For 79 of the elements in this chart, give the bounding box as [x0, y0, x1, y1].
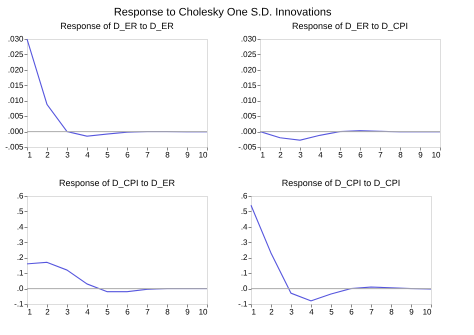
x-tick-label: 2 — [278, 150, 284, 160]
x-tick-label: 8 — [389, 308, 394, 316]
x-tick-label: 7 — [378, 150, 384, 160]
y-tick-label: .4 — [16, 222, 24, 232]
text: Response to Cholesky One S.D. Innovations — [114, 6, 332, 18]
x-tick-label: 9 — [418, 150, 424, 160]
x-tick-label: 4 — [318, 150, 324, 160]
y-tick-label: .005 — [8, 112, 24, 121]
x-tick-label: 5 — [329, 308, 334, 316]
y-tick-label: .1 — [240, 268, 248, 278]
x-tick-label: 1 — [260, 150, 266, 160]
chart-title: Response of D_CPI to D_CPI — [282, 178, 400, 188]
y-tick-label: .1 — [16, 268, 24, 278]
y-tick-label: .030 — [240, 34, 258, 44]
y-tick-label: .6 — [240, 192, 248, 200]
y-tick-label: .0 — [16, 284, 24, 294]
x-tick-label: 1 — [28, 308, 32, 316]
x-tick-label: 4 — [309, 308, 314, 316]
x-tick-label: 1 — [252, 308, 256, 316]
x-tick-label: 6 — [125, 150, 130, 160]
x-tick-label: 9 — [185, 308, 190, 316]
x-tick-label: 8 — [398, 150, 404, 160]
y-tick-label: .6 — [16, 192, 24, 200]
x-tick-label: 10 — [198, 308, 208, 316]
y-tick-label: .3 — [16, 238, 24, 247]
y-tick-label: .030 — [8, 34, 24, 44]
x-tick-label: 6 — [125, 308, 130, 316]
x-tick-label: 7 — [145, 150, 150, 160]
x-tick-label: 6 — [358, 150, 364, 160]
y-tick-label: .010 — [240, 96, 258, 106]
x-tick-label: 5 — [105, 150, 110, 160]
x-tick-label: 10 — [422, 308, 432, 316]
chart-title: Response of D_CPI to D_ER — [58, 178, 176, 188]
y-tick-label: .5 — [240, 206, 248, 216]
y-tick-label: .025 — [240, 50, 258, 59]
x-tick-label: 3 — [289, 308, 294, 316]
x-tick-label: 7 — [369, 308, 374, 316]
y-tick-label: .020 — [240, 65, 258, 74]
y-tick-label: .010 — [8, 96, 24, 106]
y-tick-label: .015 — [8, 80, 24, 90]
x-tick-label: 2 — [45, 308, 50, 316]
y-tick-label: .000 — [8, 127, 24, 136]
line-series — [250, 204, 432, 302]
x-tick-label: 5 — [105, 308, 110, 316]
y-tick-label: .2 — [240, 253, 248, 262]
x-tick-label: 8 — [165, 308, 170, 316]
y-tick-label: .0 — [240, 284, 248, 294]
x-tick-label: 9 — [185, 150, 190, 160]
line-series — [259, 130, 441, 141]
x-tick-label: 2 — [269, 308, 274, 316]
x-tick-label: 3 — [65, 150, 70, 160]
x-tick-label: 10 — [198, 150, 208, 160]
y-tick-label: .000 — [240, 127, 258, 136]
x-tick-label: 4 — [85, 308, 90, 316]
chart-title: Response of D_ER to D_CPI — [292, 21, 408, 31]
x-tick-label: 9 — [409, 308, 414, 316]
x-tick-label: 1 — [28, 150, 32, 160]
x-tick-label: 8 — [165, 150, 170, 160]
x-tick-label: 2 — [45, 150, 50, 160]
x-tick-label: 3 — [298, 150, 304, 160]
y-tick-label: .020 — [8, 65, 24, 74]
x-tick-label: 6 — [349, 308, 354, 316]
y-tick-label: .3 — [240, 238, 248, 247]
y-tick-label: -.005 — [5, 142, 24, 152]
chart-title: Response of D_ER to D_ER — [60, 21, 174, 31]
x-tick-label: 3 — [65, 308, 70, 316]
x-tick-label: 5 — [338, 150, 344, 160]
y-tick-label: -.1 — [238, 300, 248, 308]
y-tick-label: .5 — [16, 206, 24, 216]
x-tick-label: 4 — [85, 150, 90, 160]
y-tick-label: .005 — [240, 112, 258, 121]
y-tick-label: .2 — [16, 253, 24, 262]
y-tick-label: -.1 — [14, 300, 24, 308]
y-tick-label: .025 — [8, 50, 24, 59]
y-tick-label: .015 — [240, 80, 258, 90]
y-tick-label: .4 — [240, 222, 248, 232]
x-tick-label: 7 — [145, 308, 150, 316]
x-tick-label: 10 — [432, 150, 442, 160]
y-tick-label: -.005 — [238, 142, 258, 152]
